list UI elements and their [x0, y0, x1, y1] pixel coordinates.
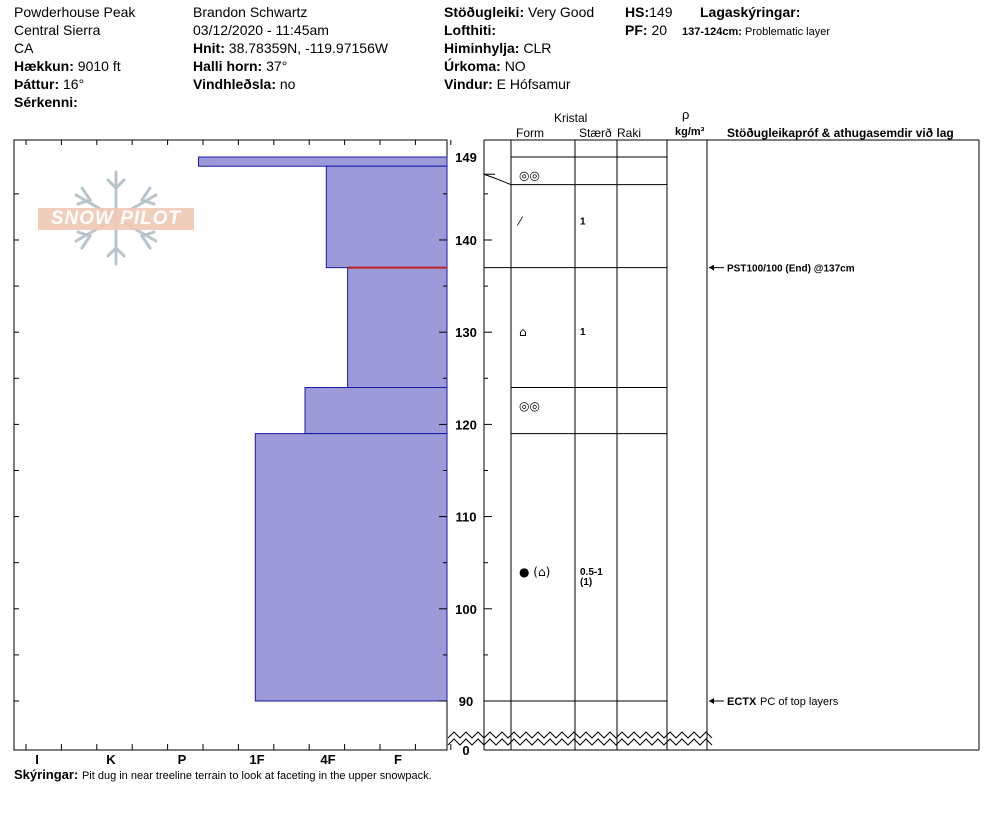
layer-notes-range: 137-124cm: [682, 26, 742, 38]
elevation-label: Hækkun: [14, 58, 74, 74]
y-tick-label: 120 [455, 417, 477, 432]
aspect-value: 16° [63, 76, 85, 92]
range: Central Sierra [14, 22, 101, 38]
stability-value: Very Good [528, 4, 595, 20]
x-tick-label: F [394, 752, 402, 767]
tests-header: Stöðugleikapróf & athugasemdir við lag [727, 126, 954, 140]
form-header: Form [516, 126, 544, 140]
y-tick-label: 140 [455, 233, 477, 248]
kristal-header: Kristal [554, 111, 588, 125]
test-code: ECTX [727, 696, 757, 708]
crystal-form: ◎◎ [519, 168, 540, 182]
crystal-size: 0.5-1 [580, 567, 603, 578]
datetime: 03/12/2020 - 11:45am [193, 22, 329, 38]
x-tick-label: P [178, 752, 187, 767]
moisture-header: Raki [617, 126, 642, 140]
crystal-form: ⁄ [516, 215, 524, 229]
location: Powderhouse Peak [14, 4, 136, 20]
y-tick-label: 110 [456, 510, 477, 525]
hardness-bar [325, 165, 448, 269]
comments-label: Skýringar: [14, 767, 79, 782]
precip-label: Úrkoma: [444, 58, 501, 74]
sky-label: Himinhylja: [444, 40, 520, 56]
aspect-label: Þáttur: [14, 76, 60, 92]
sky-value: CLR [523, 40, 552, 56]
pf-value: 20 [651, 22, 668, 38]
comments-value: Pit dug in near treeline terrain to look… [81, 770, 432, 782]
crystal-form: ◎◎ [519, 399, 540, 413]
y-tick-label: 130 [455, 325, 477, 340]
hs-value: 149 [649, 4, 673, 20]
crystal-size: 1 [580, 327, 586, 338]
hardness-bar [198, 156, 448, 167]
elevation-value: 9010 ft [77, 58, 121, 74]
observer: Brandon Schwartz [193, 4, 308, 20]
layer-notes-label: Lagaskýringar: [700, 4, 801, 20]
hardness-bar [254, 433, 448, 702]
crystal-size: 1 [580, 217, 586, 228]
wind-value: E Hófsamur [496, 76, 571, 92]
x-tick-label: K [106, 752, 116, 767]
axis-break-top [447, 731, 713, 739]
test-arrow-icon [709, 698, 714, 704]
air-temp-label: Lofthiti: [444, 22, 497, 38]
crystal-size-secondary: (1) [580, 577, 592, 588]
hardness-bar [304, 387, 448, 435]
logo-text: SNOW PILOT [38, 208, 194, 230]
layer-boundary [483, 173, 667, 186]
test-arrow-icon [709, 264, 714, 271]
density-symbol: ρ [682, 107, 690, 122]
crystal-form: ● (⌂) [519, 565, 550, 579]
slope-value: 37° [266, 58, 288, 74]
hardness-bar [347, 267, 448, 389]
slope-label: Halli horn: [193, 58, 263, 74]
state: CA [14, 40, 34, 56]
stability-label: Stöðugleiki: [444, 4, 525, 20]
wind-loading-value: no [279, 76, 296, 92]
wind-label: Vindur: [444, 76, 493, 92]
size-header: Stærð [579, 126, 612, 140]
hs-label: HS: [625, 4, 650, 20]
x-tick-label: 1F [249, 752, 264, 767]
x-tick-label: I [35, 752, 39, 767]
axis-break-bottom [447, 738, 713, 746]
test-text: PC of top layers [760, 696, 839, 708]
density-unit: kg/m³ [675, 126, 705, 138]
wind-loading-label: Vindhleðsla: [193, 76, 276, 92]
y-tick-label: 90 [459, 694, 473, 709]
pf-label: PF: [625, 22, 648, 38]
features-label: Sérkenni: [14, 94, 78, 110]
y-tick-label: 0 [462, 743, 469, 758]
layer-notes-value: Problematic layer [745, 26, 830, 38]
coords-value: 38.78359N, -119.97156W [228, 40, 389, 56]
precip-value: NO [504, 58, 526, 74]
y-tick-label: 100 [455, 602, 477, 617]
crystal-form: ⌂ [519, 325, 527, 339]
x-tick-label: 4F [320, 752, 335, 767]
test-text: PST100/100 (End) @137cm [727, 264, 855, 275]
y-tick-label: 149 [455, 150, 477, 165]
coords-label: Hnit: [193, 40, 225, 56]
snowpilot-logo: SNOW PILOT [38, 168, 194, 268]
